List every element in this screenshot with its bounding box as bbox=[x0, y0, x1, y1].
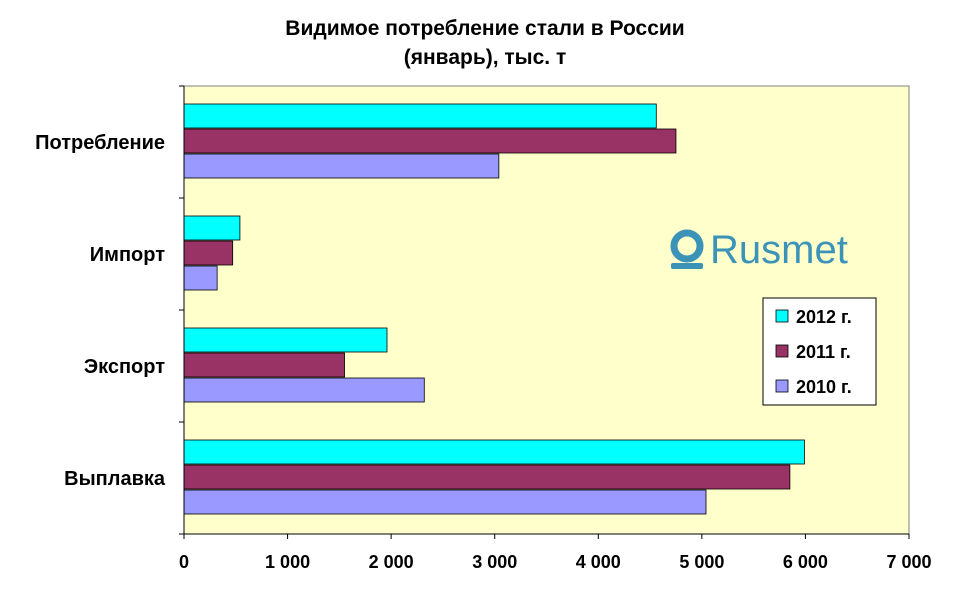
rusmet-logo-icon-base bbox=[671, 263, 703, 269]
chart-title: Видимое потребление стали в России (янва… bbox=[0, 14, 970, 72]
bar-3-series-1 bbox=[183, 327, 388, 353]
bar-3-series-3 bbox=[183, 377, 425, 403]
legend-swatch-2012 bbox=[775, 309, 789, 323]
legend: 2012 г. 2011 г. 2010 г. bbox=[762, 297, 877, 406]
category-label: Импорт bbox=[90, 244, 165, 266]
x-tick-label: 2 000 bbox=[369, 552, 414, 572]
bar-4-series-3 bbox=[183, 489, 707, 515]
category-label: Выплавка bbox=[64, 468, 166, 490]
category-label: Экспорт bbox=[84, 356, 165, 378]
category-label: Потребление bbox=[35, 132, 165, 154]
x-tick-label: 5 000 bbox=[679, 552, 724, 572]
bar-1-series-2 bbox=[183, 128, 677, 154]
bar-1-series-3 bbox=[183, 153, 500, 179]
x-tick-label: 0 bbox=[179, 552, 189, 572]
legend-swatch-2010 bbox=[775, 379, 789, 393]
x-tick-label: 3 000 bbox=[472, 552, 517, 572]
bar-3-series-2 bbox=[183, 352, 345, 378]
bar-4-series-2 bbox=[183, 464, 791, 490]
chart-title-line2: (январь), тыс. т bbox=[403, 46, 567, 69]
bar-2-series-3 bbox=[183, 265, 218, 291]
legend-swatch-2011 bbox=[775, 344, 789, 358]
rusmet-logo-icon bbox=[670, 229, 704, 263]
legend-label-2012: 2012 г. bbox=[796, 307, 852, 327]
rusmet-logo: Rusmet bbox=[670, 228, 848, 272]
x-tick-label: 6 000 bbox=[783, 552, 828, 572]
rusmet-logo-text: Rusmet bbox=[710, 228, 848, 272]
x-tick-label: 1 000 bbox=[265, 552, 310, 572]
bar-2-series-2 bbox=[183, 240, 234, 266]
chart-title-line1: Видимое потребление стали в России bbox=[285, 17, 685, 40]
x-tick-label: 7 000 bbox=[886, 552, 931, 572]
bar-4-series-1 bbox=[183, 439, 805, 465]
bar-1-series-1 bbox=[183, 103, 657, 129]
legend-label-2010: 2010 г. bbox=[796, 377, 852, 397]
bar-2-series-1 bbox=[183, 215, 241, 241]
legend-label-2011: 2011 г. bbox=[796, 342, 851, 362]
x-tick-label: 4 000 bbox=[576, 552, 621, 572]
